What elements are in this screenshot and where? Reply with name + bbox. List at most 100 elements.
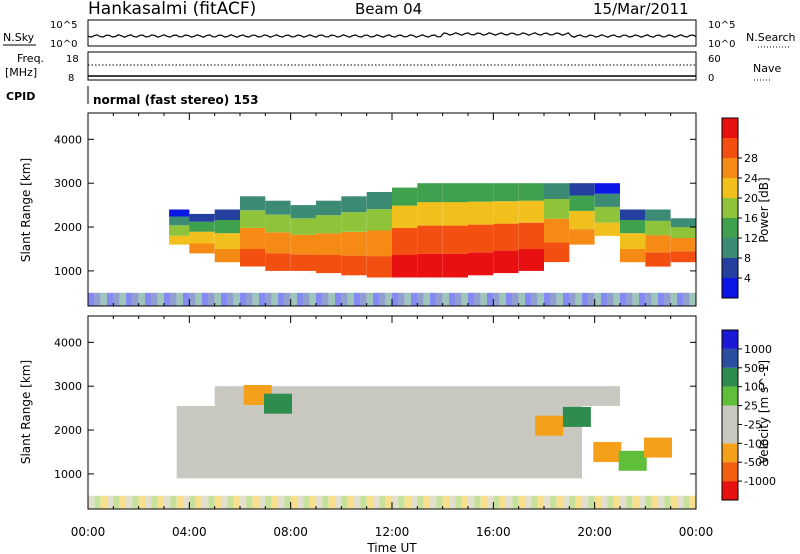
power-cell	[366, 256, 392, 278]
velocity-noise-cell	[208, 495, 215, 509]
power-noise-cell	[354, 292, 361, 306]
power-cell	[594, 206, 620, 223]
freq-tick-top: 18	[66, 54, 79, 65]
power-noise-cell	[436, 292, 443, 306]
velocity-noise-cell	[265, 495, 272, 509]
power-cell	[341, 231, 367, 256]
power-cell	[169, 216, 190, 226]
nave-label: Nave	[753, 62, 781, 75]
power-cell	[442, 225, 468, 254]
power-cell	[620, 209, 646, 220]
power-noise-cell	[297, 292, 304, 306]
xlabel: Time UT	[366, 541, 417, 554]
power-cell	[240, 227, 266, 249]
power-cell	[493, 223, 519, 251]
nsky-tick-right-top: 10^5	[708, 20, 735, 31]
velocity-noise-cell	[645, 495, 652, 509]
nave-tick-top: 60	[708, 54, 721, 65]
power-cell	[518, 249, 544, 271]
velocity-noise-cell	[100, 495, 107, 509]
nsky-label: N.Sky	[3, 31, 35, 44]
nsky-tick-top: 10^5	[50, 20, 77, 31]
nsky-panel	[87, 19, 697, 47]
velocity-noise-cell	[379, 495, 386, 509]
power-cell	[214, 209, 240, 220]
velocity-noise-cell	[240, 495, 247, 509]
power-cell	[189, 213, 215, 222]
date-title: 15/Mar/2011	[593, 0, 689, 18]
colorbar-cell	[722, 367, 738, 387]
velocity-noise-cell	[297, 495, 304, 509]
power-cell	[392, 228, 418, 255]
velocity-patch	[618, 450, 647, 471]
x-tick-label: 00:00	[679, 525, 714, 539]
velocity-noise-cell	[214, 495, 221, 509]
velocity-noise-cell	[474, 495, 481, 509]
power-noise-cell	[341, 292, 348, 306]
power-cell	[518, 222, 544, 249]
power-noise-cell	[468, 292, 475, 306]
power-axes: 1000 2000 3000 4000	[54, 113, 697, 306]
velocity-patch	[644, 437, 672, 458]
power-cell	[290, 205, 316, 219]
power-cell	[594, 183, 620, 194]
velocity-noise-cell	[145, 495, 152, 509]
power-noise-cell	[164, 292, 171, 306]
power-noise-cell	[449, 292, 456, 306]
power-cell	[341, 255, 367, 276]
power-noise-cell	[94, 292, 101, 306]
velocity-noise-cell	[537, 495, 544, 509]
power-noise-cell	[537, 292, 544, 306]
y-tick-label: 1000	[54, 265, 82, 278]
power-noise-cell	[689, 292, 696, 306]
velocity-noise-cell	[335, 495, 342, 509]
power-noise-cell	[474, 292, 481, 306]
velocity-noise-cell	[632, 495, 639, 509]
velocity-noise-cell	[525, 495, 532, 509]
velocity-noise-cell	[670, 495, 677, 509]
velocity-noise-cell	[360, 495, 367, 509]
velocity-noise-cell	[164, 495, 171, 509]
power-noise-cell	[411, 292, 418, 306]
power-noise-cell	[639, 292, 646, 306]
velocity-noise-cell	[487, 495, 494, 509]
velocity-noise-cell	[259, 495, 266, 509]
colorbar-tick-label: 8	[744, 252, 751, 265]
velocity-noise-cell	[411, 495, 418, 509]
velocity-noise-cell	[639, 495, 646, 509]
velocity-noise-cell	[202, 495, 209, 509]
velocity-noise-cell	[157, 495, 164, 509]
power-cell	[670, 238, 696, 252]
x-tick-label: 04:00	[172, 525, 207, 539]
colorbar-tick-label: 500	[744, 362, 765, 375]
velocity-noise-cell	[442, 495, 449, 509]
colorbar-cell	[722, 118, 738, 138]
power-noise-cell	[664, 292, 671, 306]
power-noise-cell	[392, 292, 399, 306]
power-cell	[569, 229, 595, 245]
velocity-colorbar: -1000 -500 -100 -25 25 100 500 1000	[721, 329, 776, 501]
velocity-noise-cell	[658, 495, 665, 509]
velocity-noise-cell	[582, 495, 589, 509]
power-noise-cell	[645, 292, 652, 306]
colorbar-cell	[722, 138, 738, 158]
power-noise-cell	[259, 292, 266, 306]
velocity-noise-cell	[651, 495, 658, 509]
power-cell	[169, 209, 190, 217]
power-cell	[594, 193, 620, 207]
power-noise-cell	[138, 292, 145, 306]
power-cell	[366, 230, 392, 257]
velocity-patch	[593, 442, 622, 462]
velocity-noise-cell	[563, 495, 570, 509]
velocity-noise-cell	[227, 495, 234, 509]
power-noise-cell	[322, 292, 329, 306]
velocity-noise-cell	[626, 495, 633, 509]
power-cell	[169, 225, 190, 236]
power-cell	[417, 183, 443, 203]
power-noise-cell	[157, 292, 164, 306]
y-tick-label: 3000	[54, 177, 82, 190]
velocity-noise-cell	[354, 495, 361, 509]
power-cell	[468, 224, 494, 253]
nave-tick-bottom: 0	[708, 73, 714, 84]
power-noise-cell	[626, 292, 633, 306]
